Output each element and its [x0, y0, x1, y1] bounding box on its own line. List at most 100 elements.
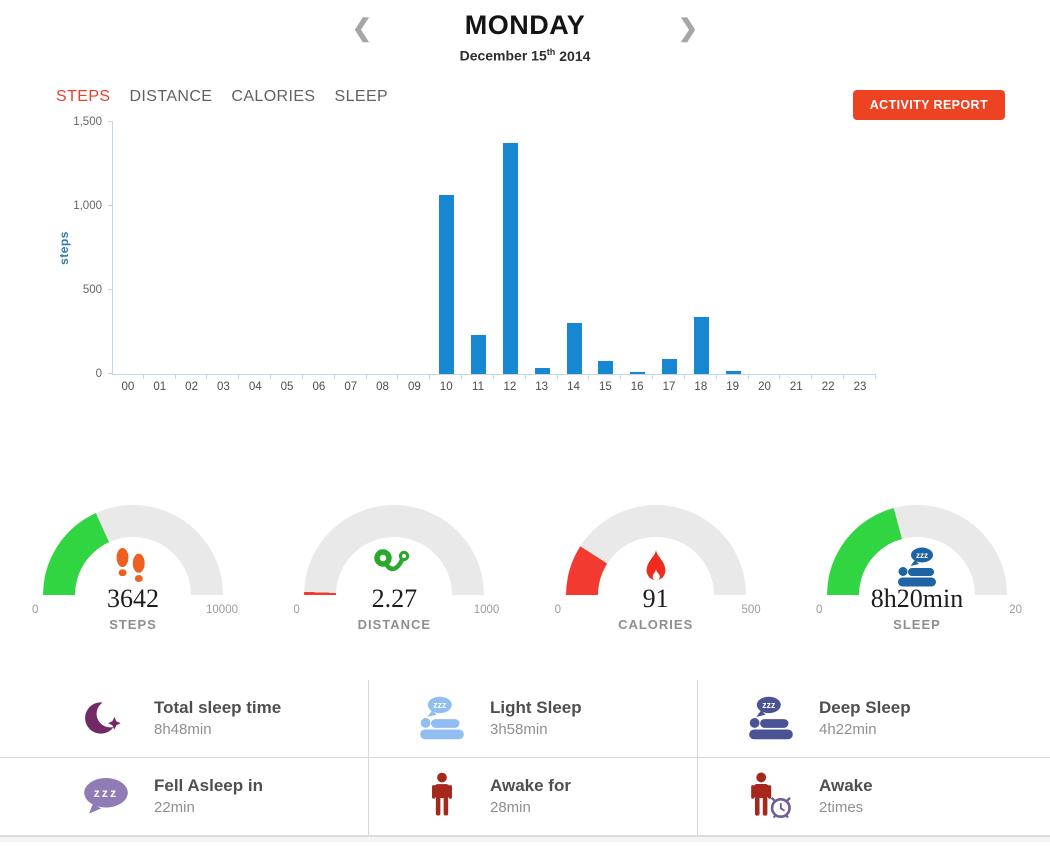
bar-slot [495, 122, 527, 374]
bar-slot [177, 122, 209, 374]
calories-value: 91 [642, 583, 669, 613]
x-axis-tick [430, 374, 463, 379]
calories-label: CALORIES [618, 616, 694, 632]
y-axis-tick [108, 288, 113, 290]
x-axis-tick [717, 374, 749, 379]
prev-day-icon[interactable]: ❮ [351, 15, 372, 42]
steps-gauge-min: 0 [32, 603, 39, 616]
next-day-icon[interactable]: ❯ [678, 15, 699, 42]
bar-slot [431, 122, 463, 374]
calories-gauge-min: 0 [554, 603, 562, 616]
x-axis-label: 11 [472, 380, 484, 393]
chart-bars [113, 122, 876, 374]
bar-slot [685, 122, 717, 374]
distance-value: 2.27 [371, 583, 418, 613]
day-title: MONDAY [464, 10, 586, 40]
svg-text:zzz: zzz [94, 786, 119, 800]
x-axis-label: 08 [376, 380, 389, 393]
fell-asleep-value: 22min [154, 799, 195, 817]
x-axis-label: 06 [312, 380, 326, 393]
sleep-bed-icon: zzz [812, 547, 1022, 587]
steps-gauge: 3642 STEPS 0 10000 [28, 504, 238, 653]
x-axis-label: 05 [280, 380, 294, 393]
person-alarm-icon [743, 772, 799, 820]
person-icon [414, 772, 470, 820]
distance-gauge-min: 0 [293, 603, 300, 616]
total-sleep-cell: Total sleep time 8h48min [0, 680, 368, 757]
activity-report-button[interactable]: ACTIVITY REPORT [852, 90, 1005, 120]
tab-steps[interactable]: STEPS [56, 87, 111, 105]
x-axis-tick [621, 374, 654, 379]
sleep-gauge-max: 20 [1009, 603, 1022, 616]
y-axis-tick [108, 120, 113, 122]
x-axis-tick [780, 374, 813, 379]
bar-slot [654, 122, 686, 374]
bar-slot [717, 122, 749, 374]
bar-slot [113, 122, 145, 374]
x-axis-label: 21 [789, 380, 803, 393]
x-axis-tick [653, 374, 685, 379]
bar-slot [590, 122, 622, 374]
date-day: December 15 [459, 47, 547, 64]
x-axis-label: 02 [185, 380, 198, 393]
calories-gauge: 91 CALORIES 0 500 [551, 504, 761, 653]
deep-sleep-cell: zzz Deep Sleep 4h22min [697, 679, 1050, 757]
x-axis-tick [335, 374, 367, 379]
x-axis-label: 10 [439, 380, 453, 393]
zzz-bubble-icon: zzz [78, 776, 134, 816]
tab-sleep[interactable]: SLEEP [334, 87, 389, 105]
x-axis-label: 22 [821, 380, 835, 393]
deep-sleep-bed-icon: zzz [743, 696, 799, 740]
x-axis-label: 12 [503, 380, 517, 393]
chart-bar [471, 335, 487, 374]
x-axis-tick [271, 374, 303, 379]
sleep-details-grid: Total sleep time 8h48min zzz Light Sleep… [0, 679, 1050, 836]
light-sleep-value: 3h58min [490, 721, 548, 739]
x-axis-tick [685, 374, 717, 379]
chart-bar [502, 142, 518, 374]
chart-bar [534, 367, 550, 374]
chart-bar [598, 361, 614, 374]
light-sleep-bed-icon: zzz [414, 696, 470, 740]
date-title-block: MONDAY December 15th 2014 [430, 10, 620, 64]
sleep-details-row: Total sleep time 8h48min zzz Light Sleep… [0, 679, 1050, 758]
date-ordinal: th [546, 47, 556, 57]
x-axis-label: 03 [217, 380, 230, 393]
fell-asleep-cell: zzz Fell Asleep in 22min [0, 758, 368, 835]
y-axis-label: 1,000 [73, 199, 102, 212]
total-sleep-value: 8h48min [154, 721, 212, 739]
bar-slot [208, 122, 240, 374]
bar-slot [367, 122, 399, 374]
svg-text:zzz: zzz [433, 700, 447, 710]
x-axis-label: 09 [407, 380, 421, 393]
bar-slot [272, 122, 304, 374]
x-axis-label: 18 [694, 380, 708, 393]
date-navigation-header: ❮ MONDAY December 15th 2014 ❯ [0, 0, 1050, 64]
chart-bar [566, 323, 582, 374]
tab-calories[interactable]: CALORIES [231, 87, 316, 105]
steps-bar-chart: steps 0 500 1,000 1,500 00 01 02 03 04 05 06 07 08 0… [57, 116, 876, 393]
x-axis-label: 16 [630, 380, 644, 393]
chart-bar [661, 358, 677, 374]
chart-x-ticks [112, 374, 876, 379]
x-axis-tick [844, 374, 876, 379]
y-axis-title: steps [56, 230, 71, 265]
tab-distance[interactable]: DISTANCE [129, 87, 213, 105]
y-axis-label: 0 [95, 367, 102, 380]
x-axis-tick [494, 374, 526, 379]
awake-for-value: 28min [490, 799, 531, 817]
awake-times-title: Awake [819, 776, 873, 796]
summary-gauges: 3642 STEPS 0 10000 2.27 DISTANCE 0 1000 … [0, 504, 1050, 653]
x-axis-tick [812, 374, 845, 379]
flame-icon [551, 547, 761, 585]
sleep-gauge: zzz 8h20min SLEEP 0 20 [812, 504, 1022, 653]
x-axis-label: 00 [121, 380, 135, 393]
chart-x-labels: 00 01 02 03 04 05 06 07 08 09 10 11 12 13 14 15 16 17 18 19… [112, 381, 876, 393]
x-axis-tick [207, 374, 240, 379]
distance-gauge: 2.27 DISTANCE 0 1000 [289, 504, 499, 653]
x-axis-label: 01 [153, 380, 167, 393]
total-sleep-title: Total sleep time [154, 698, 282, 718]
x-axis-label: 13 [535, 380, 549, 393]
svg-text:zzz: zzz [762, 700, 776, 710]
sleep-gauge-min: 0 [815, 603, 823, 616]
